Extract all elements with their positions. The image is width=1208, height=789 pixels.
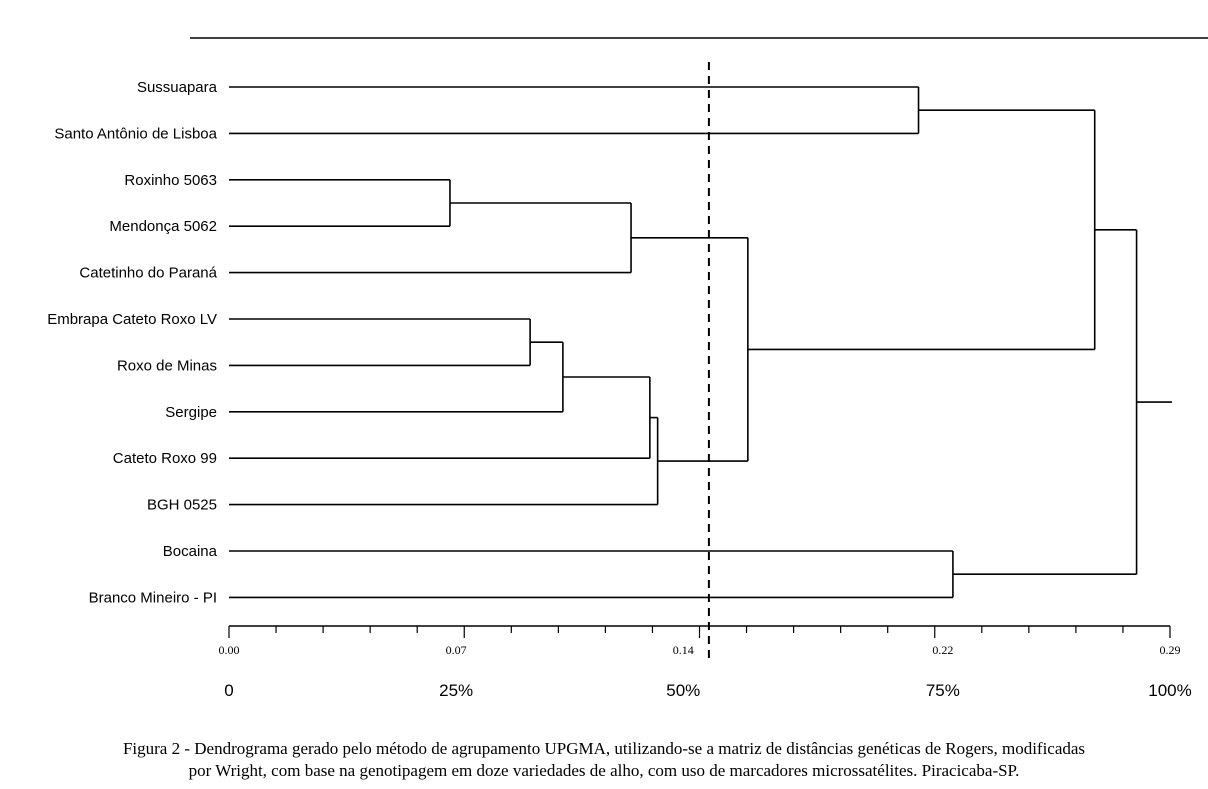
caption-line-2: por Wright, com base na genotipagem em d… <box>188 761 1020 780</box>
leaf-label: Embrapa Cateto Roxo LV <box>47 311 217 328</box>
leaf-label: Branco Mineiro - PI <box>89 589 217 606</box>
x-tick-label: 0.07 <box>446 643 467 657</box>
percent-label: 100% <box>1148 681 1191 700</box>
leaf-label: Sergipe <box>165 404 217 421</box>
leaf-label: Cateto Roxo 99 <box>113 450 217 467</box>
leaf-label: Catetinho do Paraná <box>79 265 217 282</box>
x-tick-label: 0.14 <box>673 643 694 657</box>
percent-label: 50% <box>666 681 700 700</box>
x-tick-label: 0.29 <box>1160 643 1181 657</box>
leaf-label: Santo Antônio de Lisboa <box>54 125 217 142</box>
leaf-label: Bocaina <box>163 543 218 560</box>
x-tick-label: 0.22 <box>932 643 953 657</box>
caption-line-1: Figura 2 - Dendrograma gerado pelo métod… <box>122 739 1086 758</box>
leaf-label: Sussuapara <box>137 79 218 96</box>
dendrogram-chart: Sussuapara Santo Antônio de Lisboa Roxinho… <box>47 37 1208 700</box>
leaf-label: Mendonça 5062 <box>109 218 217 235</box>
x-tick-label: 0.00 <box>219 643 240 657</box>
leaf-label: Roxinho 5063 <box>124 172 217 189</box>
figure-caption: Figura 2 - Dendrograma gerado pelo métod… <box>0 738 1208 782</box>
percent-label: 0 <box>224 681 233 700</box>
percent-label: 25% <box>439 681 473 700</box>
leaf-label: BGH 0525 <box>147 497 217 514</box>
leaf-label: Roxo de Minas <box>117 357 217 374</box>
percent-label: 75% <box>926 681 960 700</box>
